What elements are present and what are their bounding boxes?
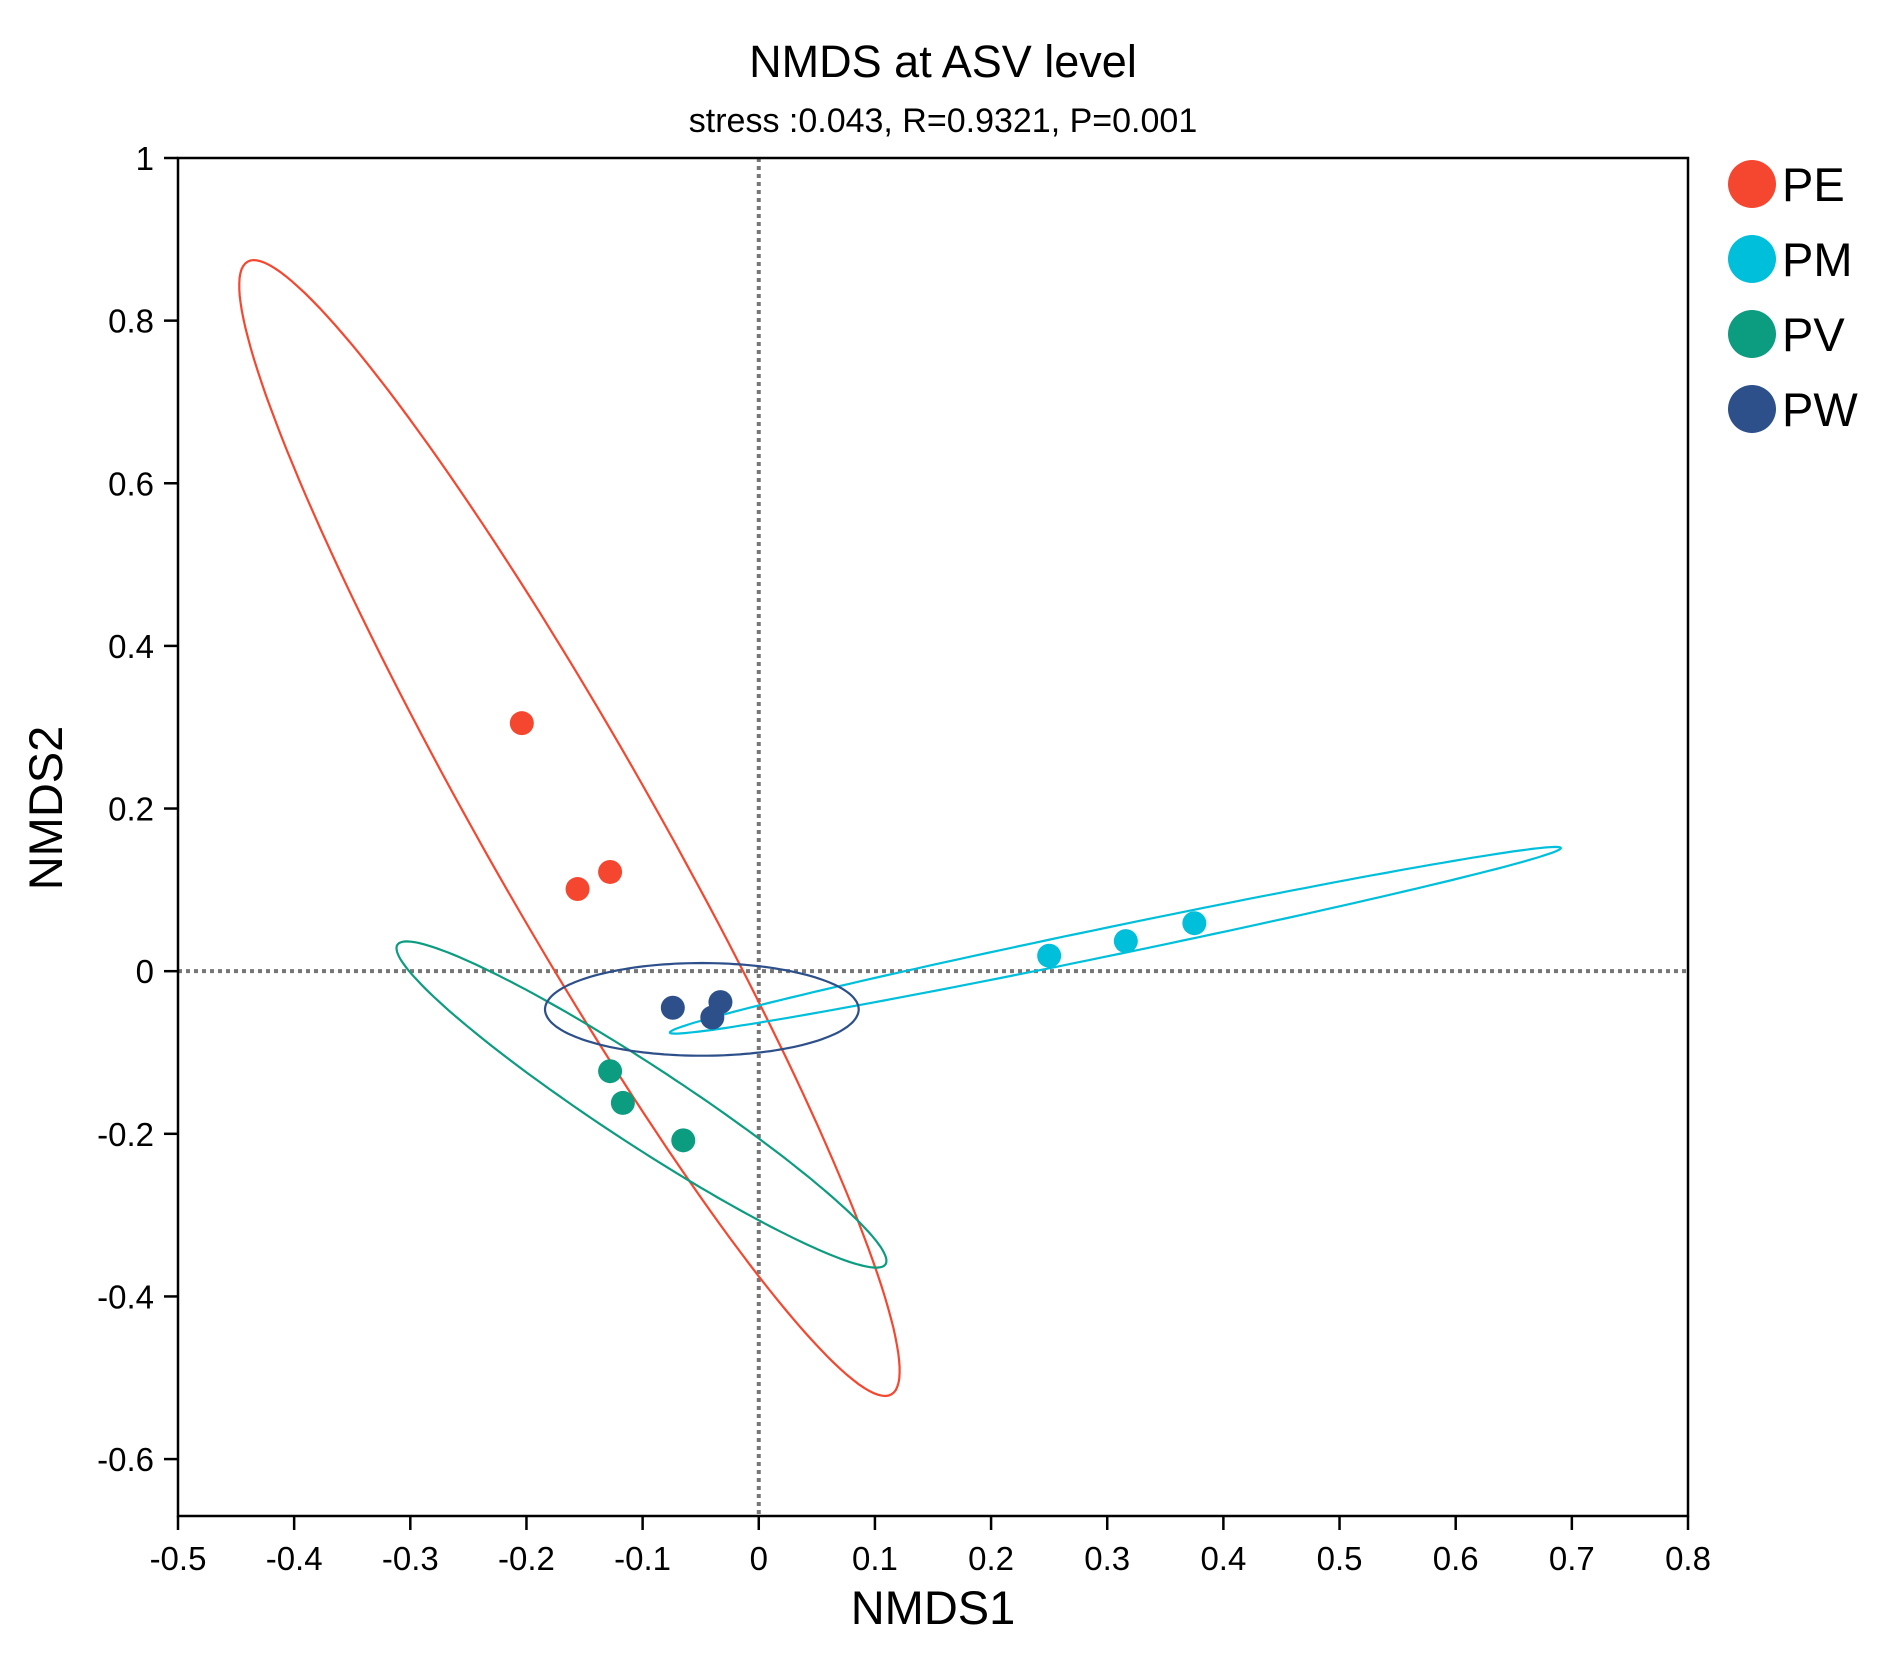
point-pw-1 (660, 995, 685, 1020)
y-tick-label: 0.2 (108, 791, 154, 828)
legend-marker-pv (1728, 310, 1776, 358)
y-tick-label: 1 (136, 140, 154, 177)
point-pw-3 (708, 990, 733, 1015)
point-pe-2 (565, 877, 590, 902)
legend-label-pw: PW (1782, 383, 1858, 436)
x-tick-label: 0.7 (1549, 1540, 1595, 1577)
x-tick-label: 0.3 (1084, 1540, 1130, 1577)
ellipse-pw (543, 961, 860, 1057)
x-tick-label: -0.1 (614, 1540, 671, 1577)
x-tick-label: 0 (750, 1540, 768, 1577)
legend: PE PM PV PW (1728, 158, 1858, 436)
chart-title: NMDS at ASV level (749, 36, 1137, 87)
y-tick-label: 0.4 (108, 628, 154, 665)
x-tick-label: 0.5 (1317, 1540, 1363, 1577)
legend-marker-pm (1728, 235, 1776, 283)
chart-subtitle: stress :0.043, R=0.9321, P=0.001 (689, 102, 1197, 140)
x-tick-label: 0.2 (968, 1540, 1014, 1577)
x-tick-label: -0.4 (266, 1540, 323, 1577)
point-pm-3 (1182, 911, 1207, 936)
x-tick-label: 0.6 (1433, 1540, 1479, 1577)
legend-marker-pw (1728, 385, 1776, 433)
legend-label-pv: PV (1782, 308, 1845, 361)
x-tick-label: 0.1 (852, 1540, 898, 1577)
y-tick-label: 0 (136, 953, 154, 990)
ellipse-pv (395, 940, 888, 1269)
ellipse-pm (668, 845, 1562, 1035)
point-pe-3 (598, 859, 623, 884)
ellipse-pe (238, 258, 901, 1398)
x-axis-label: NMDS1 (851, 1581, 1016, 1634)
axes: -0.5 -0.4 -0.3 -0.2 -0.1 0 0.1 0.2 0.3 0.4 0.5 0.6 0… (97, 140, 1711, 1577)
x-tick-label: 0.4 (1200, 1540, 1246, 1577)
point-pv-2 (610, 1090, 635, 1115)
legend-marker-pe (1728, 160, 1776, 208)
x-tick-label: -0.2 (498, 1540, 555, 1577)
y-tick-label: -0.6 (97, 1441, 154, 1478)
y-tick-label: 0.6 (108, 465, 154, 502)
plot-frame (176, 156, 1690, 1518)
legend-label-pe: PE (1782, 158, 1845, 211)
x-tick-label: 0.8 (1665, 1540, 1711, 1577)
point-pe-1 (509, 711, 534, 736)
plot-area (178, 158, 1688, 1516)
y-tick-label: -0.2 (97, 1116, 154, 1153)
x-tick-label: -0.3 (382, 1540, 439, 1577)
x-tick-label: -0.5 (150, 1540, 207, 1577)
y-axis-label: NMDS2 (19, 726, 72, 891)
point-pv-1 (598, 1059, 623, 1084)
point-pv-3 (671, 1128, 696, 1153)
y-tick-label: -0.4 (97, 1278, 154, 1315)
point-pm-1 (1037, 943, 1062, 968)
legend-label-pm: PM (1782, 233, 1853, 286)
y-tick-label: 0.8 (108, 303, 154, 340)
point-pm-2 (1113, 929, 1138, 954)
